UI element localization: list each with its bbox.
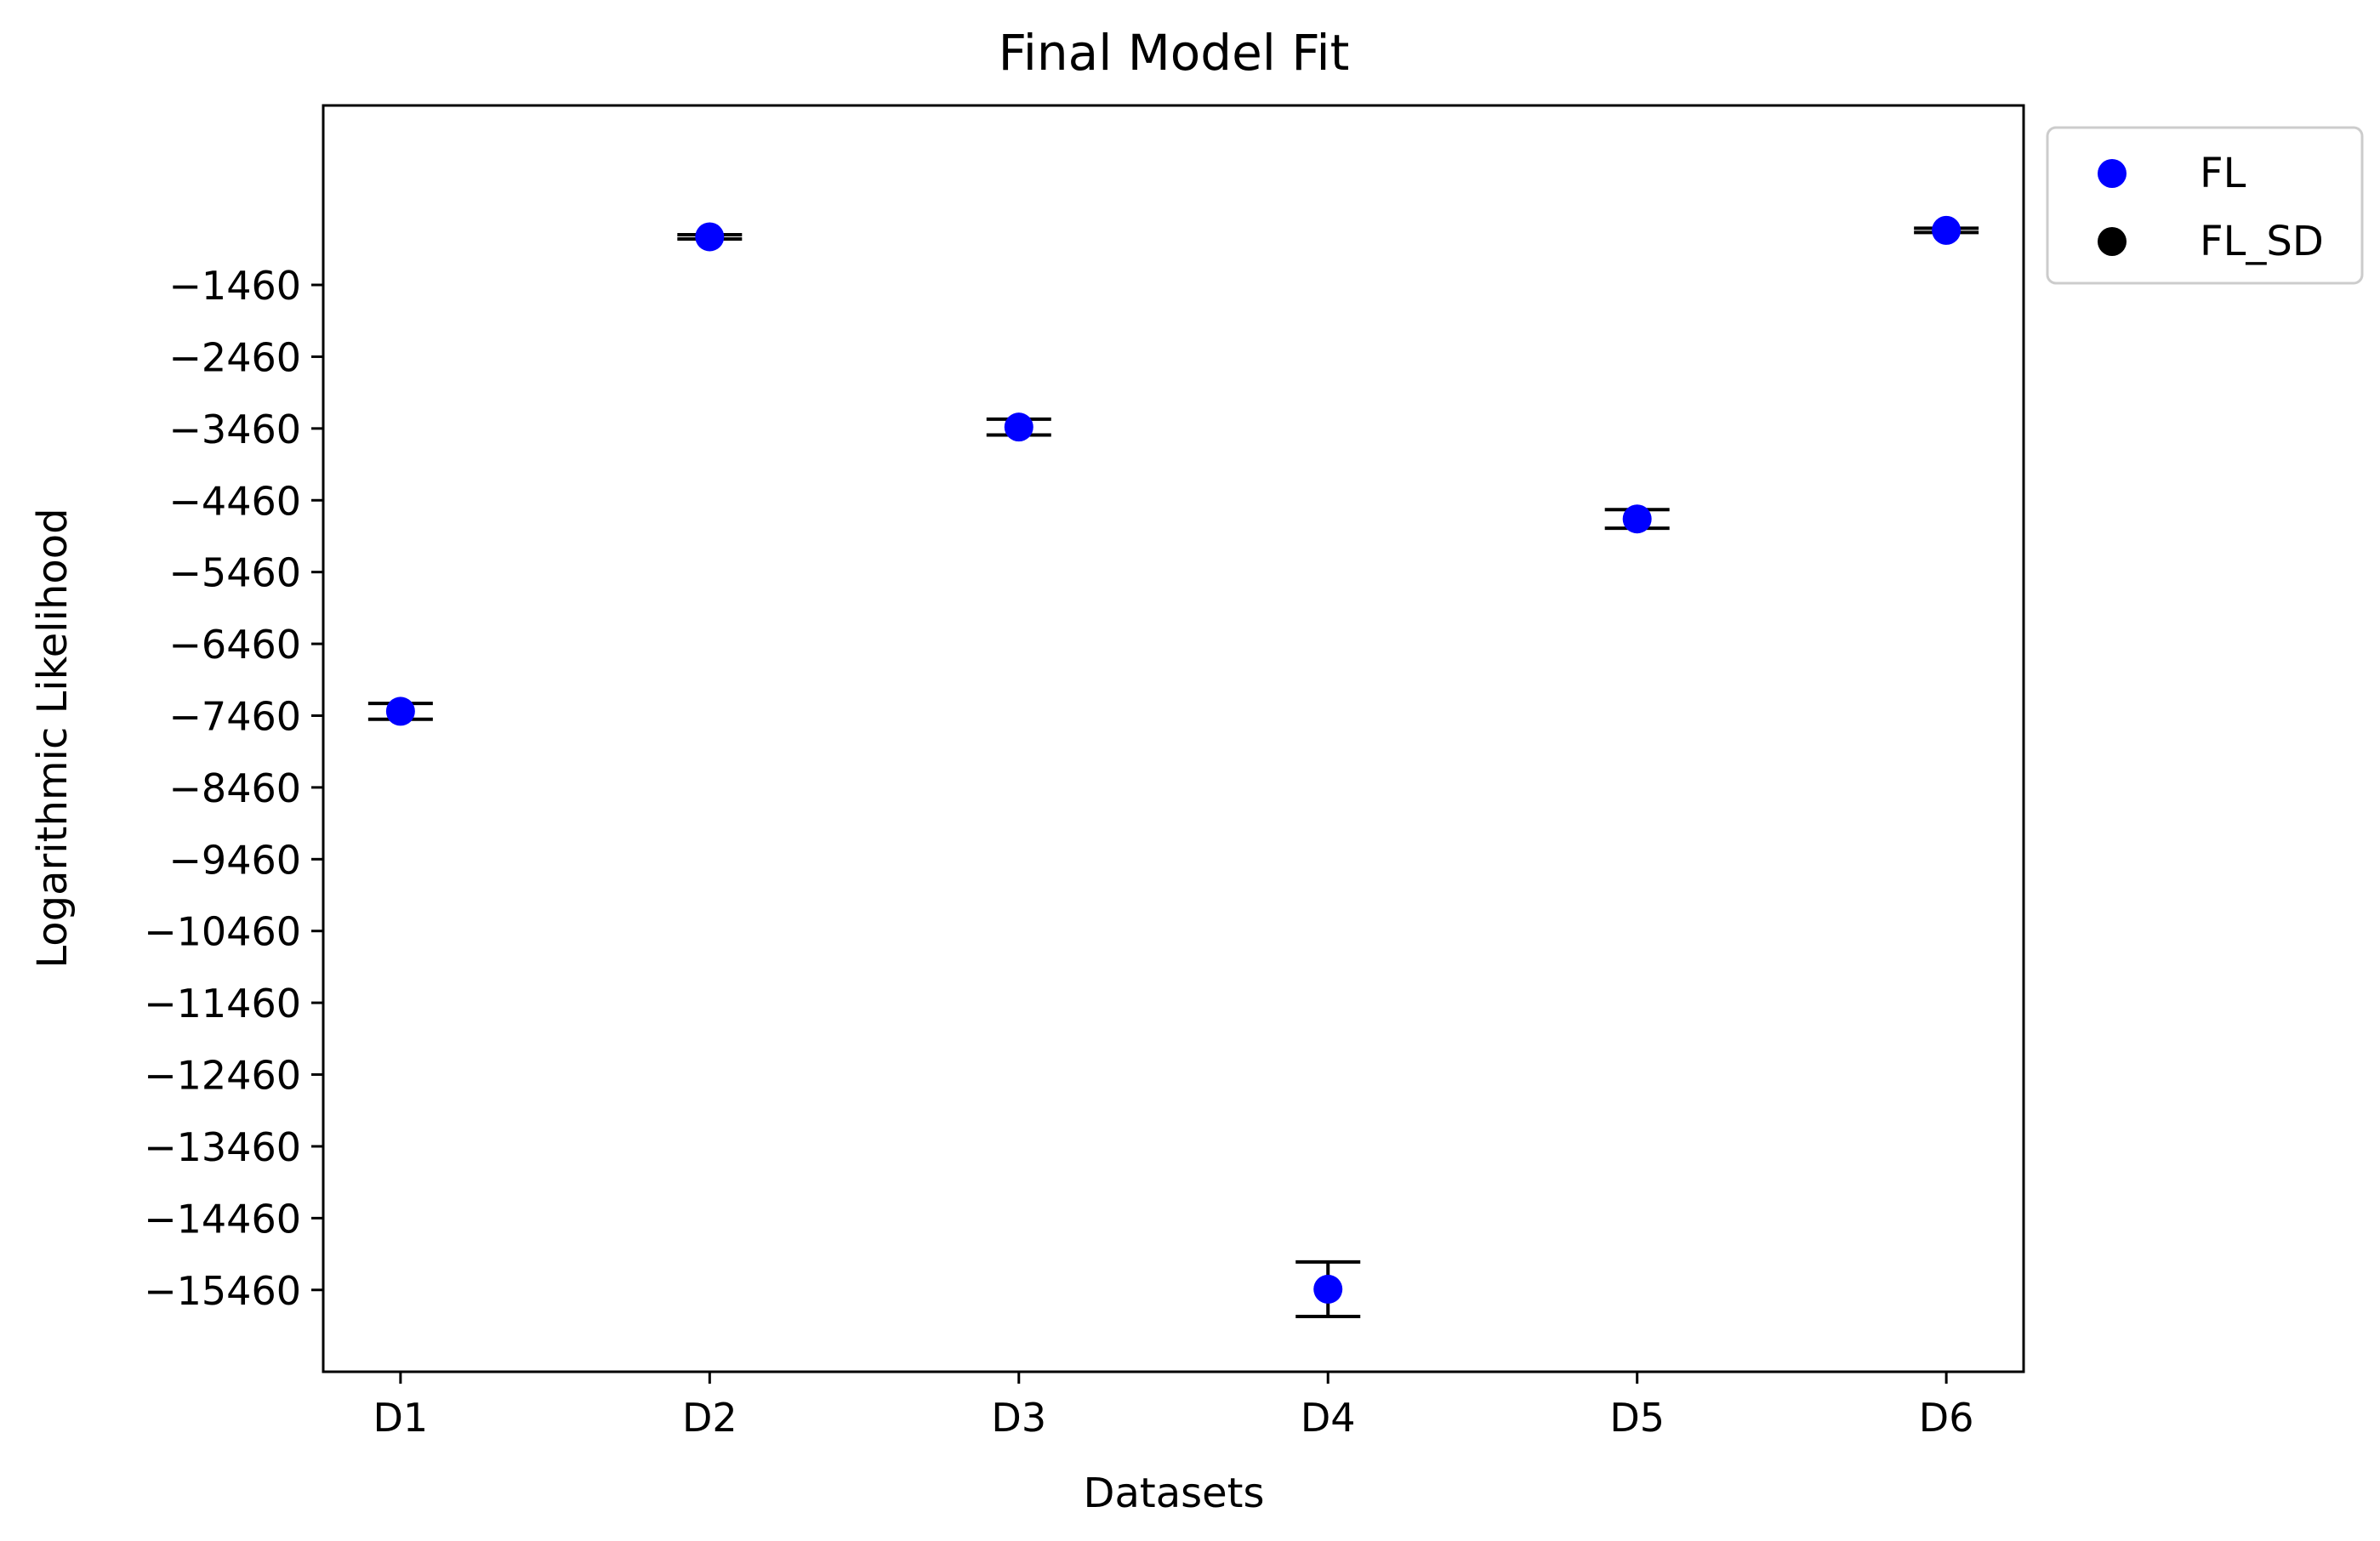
data-point-fl bbox=[695, 222, 725, 252]
y-tick-label: −10460 bbox=[144, 909, 301, 955]
y-tick-label: −15460 bbox=[144, 1268, 301, 1314]
legend-label-fl-sd: FL_SD bbox=[2200, 218, 2324, 265]
y-tick-label: −11460 bbox=[144, 981, 301, 1026]
data-point-fl bbox=[385, 697, 415, 726]
data-points bbox=[385, 215, 1962, 1304]
y-tick-label: −13460 bbox=[144, 1124, 301, 1170]
x-tick-label: D2 bbox=[682, 1395, 737, 1441]
data-point-fl bbox=[1932, 215, 1962, 245]
legend-marker-fl-sd bbox=[2098, 227, 2127, 256]
x-axis-label: Datasets bbox=[1084, 1470, 1265, 1517]
legend-label-fl: FL bbox=[2200, 150, 2246, 197]
y-tick-label: −12460 bbox=[144, 1053, 301, 1099]
y-axis: −1460 −2460 −3460 −4460 −5460 −6460 −7460 −8460… bbox=[144, 263, 323, 1314]
data-point-fl bbox=[1313, 1274, 1343, 1304]
legend-marker-fl bbox=[2098, 159, 2127, 188]
y-axis-label: Logarithmic Likelihood bbox=[29, 508, 77, 968]
x-tick-label: D3 bbox=[991, 1395, 1046, 1441]
y-tick-label: −7460 bbox=[168, 693, 301, 739]
x-axis: D1 D2 D3 D4 D5 D6 bbox=[373, 1372, 1974, 1441]
y-tick-label: −1460 bbox=[168, 263, 301, 309]
data-point-fl bbox=[1004, 412, 1033, 442]
x-tick-label: D5 bbox=[1609, 1395, 1665, 1441]
x-tick-label: D1 bbox=[373, 1395, 429, 1441]
y-tick-label: −8460 bbox=[168, 765, 301, 811]
y-tick-label: −4460 bbox=[168, 478, 301, 524]
chart-title: Final Model Fit bbox=[999, 24, 1350, 82]
y-tick-label: −6460 bbox=[168, 622, 301, 668]
y-tick-label: −14460 bbox=[144, 1196, 301, 1242]
x-tick-label: D6 bbox=[1919, 1395, 1974, 1441]
axes-frame bbox=[322, 104, 2025, 1373]
y-tick-label: −5460 bbox=[168, 550, 301, 596]
legend: FL FL_SD bbox=[2046, 126, 2364, 285]
y-tick-label: −9460 bbox=[168, 837, 301, 883]
y-tick-label: −3460 bbox=[168, 407, 301, 452]
x-tick-label: D4 bbox=[1301, 1395, 1356, 1441]
data-point-fl bbox=[1622, 504, 1652, 534]
y-tick-label: −2460 bbox=[168, 334, 301, 380]
